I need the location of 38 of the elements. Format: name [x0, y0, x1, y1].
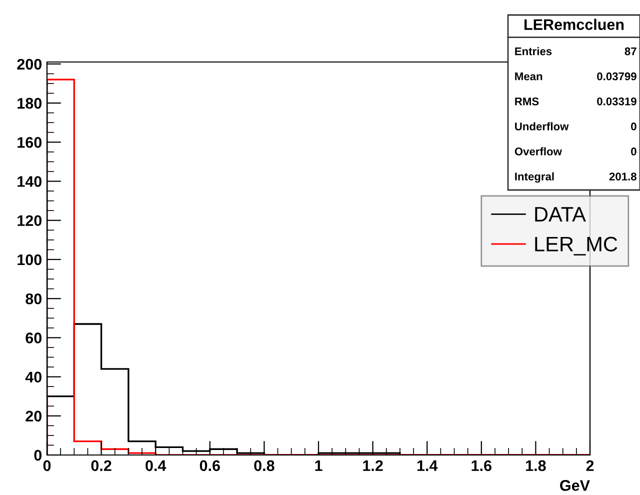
y-tick-label: 140	[18, 176, 42, 187]
x-axis-title: GeV	[560, 480, 590, 491]
x-tick-label: 0.8	[254, 460, 274, 472]
text: 87	[624, 47, 636, 56]
y-tick-label: 0	[34, 450, 42, 461]
annotation: Overflow	[514, 147, 562, 156]
annotation: Mean	[515, 72, 542, 80]
x-tick-label: 2	[586, 460, 594, 471]
text: 201.8	[609, 172, 636, 180]
y-tick-label: 120	[18, 215, 42, 226]
legend-label: DATA	[535, 207, 586, 222]
x-tick-label: 0.6	[200, 460, 220, 472]
text: 0	[631, 122, 636, 130]
x-tick-label: 0	[43, 460, 51, 472]
y-tick-label: 60	[26, 332, 42, 344]
text: Entries	[515, 47, 552, 56]
y-tick-label: 200	[17, 58, 42, 70]
y-tick-label: 160	[18, 137, 42, 148]
y-tick-label: 40	[25, 372, 42, 382]
x-tick-label: 1.4	[417, 460, 438, 471]
x-tick-label: 1.2	[363, 460, 383, 471]
x-tick-label: 0.4	[146, 460, 166, 472]
x-tick-label: 1	[315, 460, 322, 471]
y-tick-label: 80	[26, 293, 42, 304]
y-tick-label: 20	[26, 410, 42, 422]
text: 0	[631, 148, 636, 156]
y-tick-label: 100	[18, 254, 42, 266]
annotation: RMS	[515, 97, 539, 106]
text: 0.03799	[597, 72, 636, 80]
annotation: Underflow	[515, 122, 569, 130]
x-tick-label: 0.2	[91, 460, 112, 472]
x-tick-label: 1.6	[472, 460, 492, 472]
annotation: Integral	[515, 172, 554, 183]
x-tick-label: 1.8	[526, 460, 546, 472]
y-tick-label: 180	[18, 98, 42, 109]
text: LERemccluen	[524, 18, 624, 30]
text: 0.03319	[597, 97, 636, 106]
legend-label: LER_MC	[535, 236, 618, 256]
